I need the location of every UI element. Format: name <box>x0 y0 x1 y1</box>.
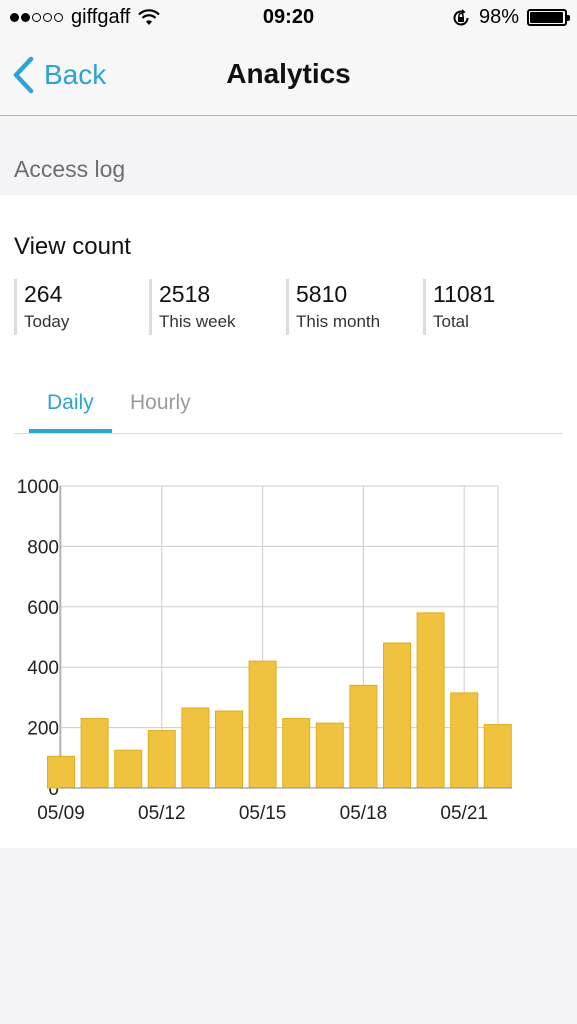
chart-bar <box>483 724 512 789</box>
status-bar: giffgaff 09:20 98% <box>0 0 577 38</box>
view-count-chart: 0 200 400 600 800 1000 05/09 05/12 05/15 05/18 05/… <box>17 477 512 824</box>
chart-tabs: Daily Hourly <box>14 385 563 434</box>
chart-bar <box>181 707 210 789</box>
battery-fill <box>530 12 564 23</box>
y-tick-label: 0 <box>48 779 59 800</box>
stat-value: 264 <box>24 281 63 307</box>
tab-indicator <box>29 429 112 433</box>
stat-this-week: 2518 This week <box>149 279 236 335</box>
stat-today: 264 Today <box>14 279 69 335</box>
view-count-title: View count <box>14 233 131 260</box>
battery-percent: 98% <box>478 6 519 28</box>
analytics-card: View count 264 Today 2518 This week 5810… <box>0 195 577 848</box>
section-header: Access log <box>0 140 577 195</box>
x-tick-label: 05/12 <box>138 803 186 824</box>
tab-hourly[interactable]: Hourly <box>130 391 191 414</box>
chart-bar <box>215 710 243 789</box>
stat-value: 2518 <box>159 281 211 307</box>
stat-label: Today <box>24 312 70 331</box>
stat-label: This week <box>159 312 236 331</box>
stat-value: 5810 <box>296 281 348 307</box>
carrier-label: giffgaff <box>71 6 131 28</box>
x-tick-label: 05/18 <box>340 803 388 824</box>
stat-label: This month <box>296 312 381 331</box>
stat-value: 11081 <box>433 281 496 307</box>
status-time: 09:20 <box>262 6 315 28</box>
stat-label: Total <box>433 312 469 331</box>
x-tick-label: 05/15 <box>239 803 287 824</box>
battery-icon <box>527 9 570 26</box>
y-tick-label: 800 <box>27 537 59 558</box>
chart-bar <box>315 722 344 789</box>
chart-bar <box>147 730 176 789</box>
wifi-icon <box>138 8 161 25</box>
chart-bar <box>47 755 75 789</box>
stat-this-month: 5810 This month <box>286 279 380 335</box>
stat-total: 11081 Total <box>423 279 495 335</box>
tab-daily[interactable]: Daily <box>47 391 94 414</box>
chevron-left-icon <box>13 56 34 94</box>
back-label: Back <box>44 59 107 90</box>
chart-bar <box>282 718 311 789</box>
y-tick-label: 600 <box>27 598 59 619</box>
page-title: Analytics <box>226 58 351 89</box>
status-right: 98% <box>451 6 570 29</box>
y-tick-label: 1000 <box>17 477 59 498</box>
chart-bar <box>383 642 411 789</box>
x-tick-label: 05/21 <box>440 803 488 824</box>
back-button[interactable]: Back <box>12 56 106 94</box>
signal-dots-icon <box>10 13 63 22</box>
y-tick-label: 400 <box>27 658 59 679</box>
chart-bar <box>450 692 479 789</box>
chart-bar <box>416 612 445 789</box>
nav-bar: Back Analytics <box>0 38 577 116</box>
chart-bar <box>114 749 143 789</box>
stats-row: 264 Today 2518 This week 5810 This month… <box>14 279 564 335</box>
rotation-lock-icon <box>453 8 469 25</box>
section-title: Access log <box>14 156 126 182</box>
chart-bar <box>248 660 277 789</box>
x-tick-label: 05/09 <box>37 803 85 824</box>
y-tick-label: 200 <box>27 719 59 740</box>
chart-bar <box>80 718 109 789</box>
status-left: giffgaff <box>10 6 161 29</box>
chart-bar <box>349 684 378 789</box>
